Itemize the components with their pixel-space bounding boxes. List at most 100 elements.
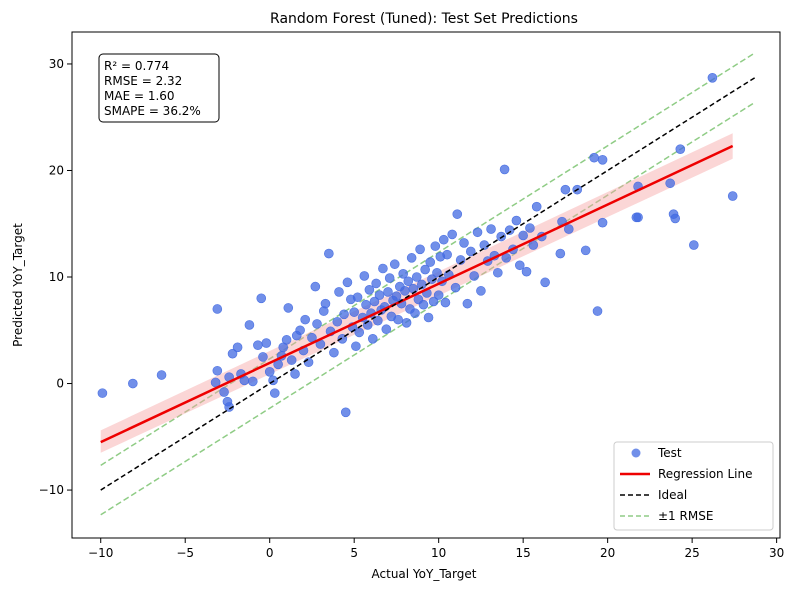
test-point <box>496 231 506 242</box>
test-point <box>300 314 310 325</box>
plot-content <box>97 52 756 516</box>
test-point <box>727 191 738 201</box>
stat-smape: SMAPE = 36.2% <box>104 104 201 118</box>
test-point <box>423 312 434 323</box>
test-point <box>352 292 363 303</box>
x-tick-label: 20 <box>600 546 615 560</box>
legend-frame <box>613 441 774 531</box>
test-point <box>351 341 361 352</box>
test-point <box>504 225 515 235</box>
test-point <box>472 227 483 238</box>
x-axis-label: Actual YoY_Target <box>372 567 477 581</box>
test-point <box>283 303 294 313</box>
test-point <box>391 291 402 301</box>
test-point <box>374 290 385 300</box>
test-point <box>462 298 473 309</box>
legend-test-marker <box>631 448 641 458</box>
test-point <box>398 269 408 279</box>
test-point <box>256 293 267 304</box>
test-point <box>560 184 571 195</box>
test-point <box>447 229 457 240</box>
test-point <box>227 348 238 359</box>
test-point <box>128 378 138 389</box>
test-point <box>518 230 528 241</box>
test-point <box>430 241 441 251</box>
stats-box: R² = 0.774 RMSE = 2.32 MAE = 1.60 SMAPE … <box>98 53 220 123</box>
test-point <box>592 306 603 316</box>
test-point <box>290 369 300 379</box>
test-point <box>312 319 322 329</box>
test-point <box>415 244 425 255</box>
test-point <box>521 266 532 277</box>
regression-line-group <box>100 144 734 444</box>
test-point <box>332 316 343 327</box>
test-point <box>324 248 334 259</box>
y-tick-label: −10 <box>39 483 64 497</box>
test-point <box>531 201 542 212</box>
test-point <box>281 335 292 345</box>
legend-test-label: Test <box>657 446 682 460</box>
test-point <box>440 297 451 308</box>
test-point <box>286 355 297 365</box>
rmse-lower-line <box>100 101 756 516</box>
stat-rmse: RMSE = 2.32 <box>104 74 182 88</box>
test-point <box>425 257 436 267</box>
test-point <box>340 407 351 418</box>
test-point <box>499 164 510 175</box>
test-point <box>334 287 344 297</box>
test-point <box>393 314 403 325</box>
test-point <box>156 370 167 380</box>
test-point <box>410 308 420 319</box>
regression-line <box>100 144 734 444</box>
test-point <box>486 224 496 234</box>
y-tick-label: 10 <box>49 270 64 284</box>
test-point <box>479 240 490 250</box>
test-point <box>329 347 339 358</box>
test-point <box>364 284 375 295</box>
test-point <box>253 340 263 350</box>
test-point <box>633 212 643 223</box>
test-point <box>384 273 395 283</box>
test-point <box>411 272 422 282</box>
test-point <box>597 217 608 228</box>
test-point <box>212 365 223 376</box>
test-point <box>268 375 278 386</box>
test-point <box>406 253 417 263</box>
test-point <box>349 307 359 317</box>
stat-r2: R² = 0.774 <box>104 59 169 73</box>
test-point <box>689 240 699 250</box>
plot-frame <box>71 31 781 539</box>
test-point <box>665 178 675 189</box>
test-point <box>589 152 599 163</box>
legend: Test Regression Line Ideal ±1 RMSE <box>613 441 774 531</box>
test-point <box>381 324 392 335</box>
test-point <box>232 342 243 353</box>
test-point <box>459 238 469 248</box>
test-point <box>258 352 268 362</box>
test-point <box>261 338 272 348</box>
test-point <box>97 388 108 398</box>
test-point <box>244 320 255 330</box>
test-point <box>469 271 479 281</box>
test-point <box>432 267 442 278</box>
test-point <box>563 224 574 234</box>
test-point <box>418 299 429 310</box>
test-point <box>465 246 476 257</box>
test-point <box>367 333 378 344</box>
x-tick-label: −5 <box>176 546 194 560</box>
test-point <box>400 286 410 296</box>
stat-mae: MAE = 1.60 <box>104 89 175 103</box>
test-point <box>420 264 430 275</box>
test-point <box>525 223 535 233</box>
test-point <box>219 387 229 397</box>
x-tick-label: 0 <box>266 546 274 560</box>
ideal-line-group <box>100 77 756 491</box>
test-point <box>442 249 452 260</box>
test-point <box>320 298 331 309</box>
test-point <box>707 73 718 83</box>
test-point <box>401 318 412 328</box>
test-point <box>354 327 365 338</box>
stats-box-frame <box>98 53 220 123</box>
legend-regression-label: Regression Line <box>658 467 752 481</box>
